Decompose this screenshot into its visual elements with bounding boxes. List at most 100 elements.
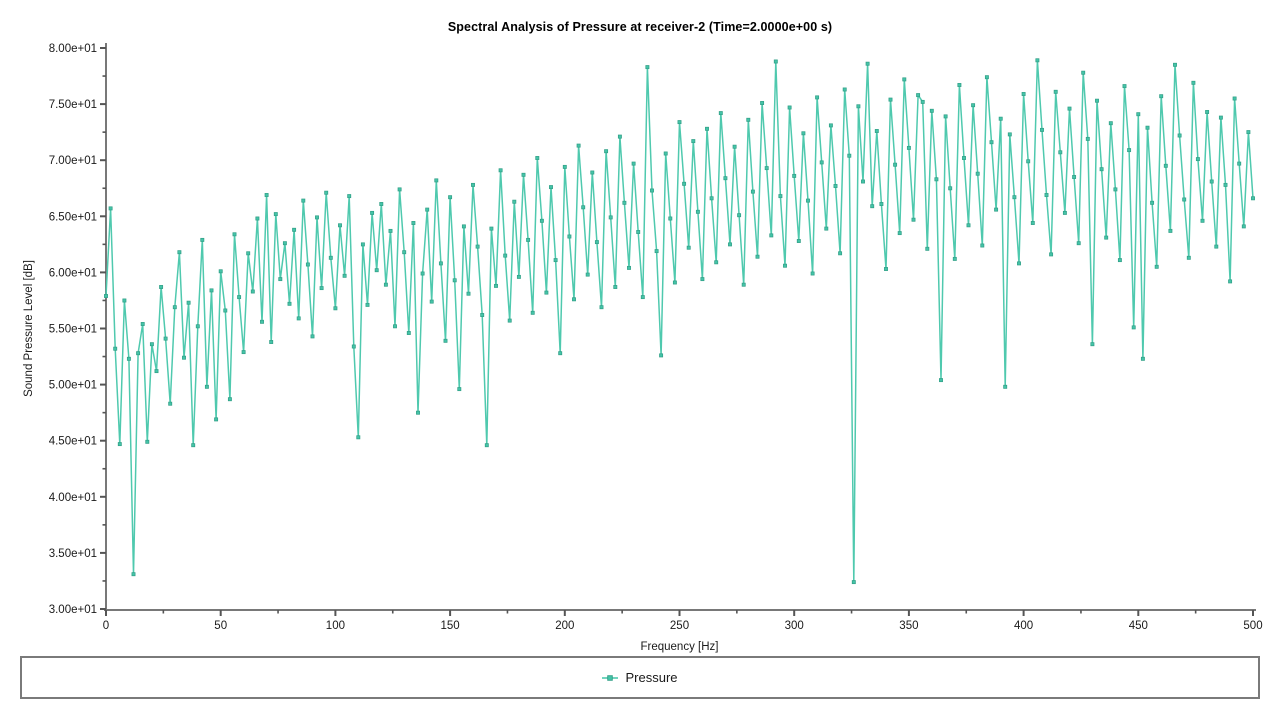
data-point-marker xyxy=(957,83,962,87)
data-point-marker xyxy=(884,267,888,271)
data-point-marker xyxy=(732,144,737,149)
data-point-marker xyxy=(177,250,182,255)
data-point-marker xyxy=(163,336,168,341)
data-point-marker xyxy=(140,322,145,326)
data-point-marker xyxy=(287,301,292,306)
data-point-marker xyxy=(521,172,526,177)
data-point-marker xyxy=(1099,167,1104,172)
y-tick-label: 8.00e+01 xyxy=(49,43,97,55)
data-point-marker xyxy=(503,253,508,258)
data-point-marker xyxy=(893,162,898,167)
legend-line-marker-icon xyxy=(602,673,619,683)
data-point-marker xyxy=(269,340,274,344)
data-point-marker xyxy=(489,226,494,231)
y-tick-label: 7.50e+01 xyxy=(49,99,97,111)
data-point-marker xyxy=(833,184,838,188)
data-point-marker xyxy=(760,101,765,105)
data-point-marker xyxy=(1072,175,1077,179)
data-point-marker xyxy=(360,242,365,247)
data-point-marker xyxy=(512,199,517,204)
data-point-marker xyxy=(1117,258,1122,263)
y-tick-label: 5.00e+01 xyxy=(49,380,97,392)
data-point-marker xyxy=(535,156,540,160)
data-point-marker xyxy=(952,256,957,261)
data-point-marker xyxy=(897,231,902,236)
data-point-marker xyxy=(539,218,544,223)
data-point-marker xyxy=(916,93,921,98)
data-point-marker xyxy=(861,179,865,184)
data-point-marker xyxy=(1205,110,1210,114)
data-point-marker xyxy=(737,213,742,218)
data-point-marker xyxy=(709,196,714,201)
data-point-marker xyxy=(801,131,806,136)
data-point-marker xyxy=(1237,161,1242,166)
data-point-marker xyxy=(1021,92,1026,96)
data-point-marker xyxy=(929,108,934,113)
data-point-marker xyxy=(608,215,613,220)
data-point-marker xyxy=(246,251,251,256)
data-point-marker xyxy=(792,173,797,178)
data-point-marker xyxy=(1062,210,1067,215)
legend-box: Pressure xyxy=(20,656,1260,699)
y-axis-ticks: 8.00e+01 7.50e+01 7.00e+01 6.50e+01 6.00e+01… xyxy=(49,43,106,616)
data-point-marker xyxy=(388,228,393,233)
data-point-marker xyxy=(604,149,609,154)
data-point-marker xyxy=(650,188,654,193)
data-point-marker xyxy=(526,237,531,242)
data-point-marker xyxy=(663,151,668,156)
legend-item-pressure: Pressure xyxy=(625,670,678,685)
data-point-marker xyxy=(975,171,980,176)
data-point-marker xyxy=(613,285,618,289)
data-point-marker xyxy=(1163,163,1168,168)
data-point-marker xyxy=(599,305,604,310)
data-point-marker xyxy=(1026,159,1031,164)
data-point-marker xyxy=(406,331,411,335)
x-tick-label: 500 xyxy=(1243,620,1262,632)
data-point-marker xyxy=(943,114,948,119)
data-point-marker xyxy=(787,105,792,110)
data-point-marker xyxy=(1090,342,1095,347)
chart-canvas[interactable]: 8.00e+01 7.50e+01 7.00e+01 6.50e+01 6.00e+01… xyxy=(0,0,1280,655)
data-point-marker xyxy=(1040,127,1044,132)
data-point-marker xyxy=(682,181,687,186)
data-point-marker xyxy=(282,241,287,246)
data-point-marker xyxy=(636,230,641,234)
data-point-marker xyxy=(764,166,769,171)
data-point-marker xyxy=(1131,325,1136,330)
data-point-marker xyxy=(310,334,315,339)
y-tick-label: 5.50e+01 xyxy=(49,324,97,336)
data-point-marker xyxy=(182,355,186,360)
data-point-marker xyxy=(856,104,861,109)
data-point-marker xyxy=(1251,196,1255,201)
data-point-marker xyxy=(126,356,131,361)
data-point-marker xyxy=(1136,112,1141,117)
data-point-marker xyxy=(948,186,953,191)
x-tick-label: 50 xyxy=(214,620,227,632)
y-tick-label: 3.00e+01 xyxy=(49,604,97,616)
data-point-marker xyxy=(223,308,228,313)
data-point-marker xyxy=(117,442,122,447)
data-point-marker xyxy=(1067,106,1072,111)
data-point-marker xyxy=(640,295,645,300)
x-tick-label: 250 xyxy=(670,620,689,632)
data-point-marker xyxy=(925,246,930,251)
data-point-marker xyxy=(1223,182,1228,187)
data-point-marker xyxy=(484,443,489,448)
data-point-marker xyxy=(416,410,420,415)
data-point-marker xyxy=(209,288,214,293)
data-point-marker xyxy=(879,202,884,206)
data-point-marker xyxy=(1076,241,1081,246)
data-point-marker xyxy=(920,99,925,104)
data-point-marker xyxy=(434,178,439,183)
data-point-marker xyxy=(966,223,971,228)
data-point-marker xyxy=(815,95,820,100)
data-point-marker xyxy=(989,140,994,145)
data-point-marker xyxy=(218,269,223,274)
data-point-marker xyxy=(370,210,375,215)
data-point-marker xyxy=(1150,200,1155,205)
data-point-marker xyxy=(934,177,939,182)
data-point-marker xyxy=(149,342,154,347)
data-point-marker xyxy=(319,286,324,291)
data-point-marker xyxy=(984,75,989,80)
data-point-marker xyxy=(338,223,342,228)
